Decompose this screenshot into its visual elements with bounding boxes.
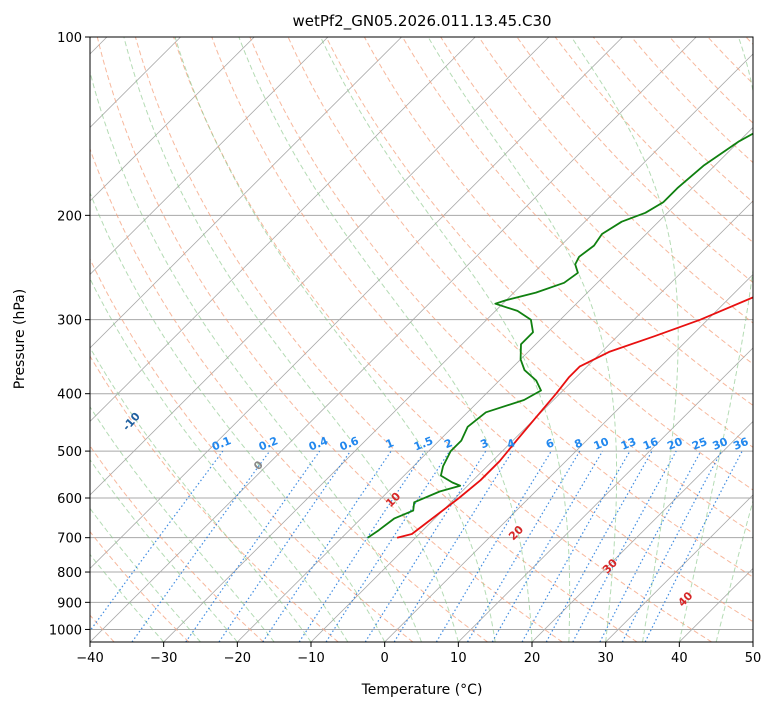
mixing-ratio-label: 10: [592, 435, 611, 453]
x-tick-label: 0: [381, 651, 389, 666]
mixing-ratio-label: 2: [442, 436, 454, 451]
mixing-ratio-label: 1: [384, 436, 396, 451]
y-axis-label: Pressure (hPa): [12, 289, 28, 389]
axis-layer: −40 −30 −20 −10 0 10 20 30 40 50 100 200 300 400 500 60…: [49, 31, 761, 666]
dry-adiabat-line: [325, 37, 753, 491]
isotherm-line: [531, 420, 753, 642]
moist-adiabat-line: [427, 37, 618, 642]
dry-adiabat-line: [592, 37, 753, 203]
mixing-ratio-label: 20: [665, 435, 684, 453]
dry-adiabat-line: [249, 37, 753, 578]
moist-adiabat-line: [715, 498, 753, 642]
dry-adiabat-line: [363, 37, 753, 448]
x-tick-label: −30: [150, 651, 177, 666]
mixing-ratio-label: 30: [711, 435, 730, 453]
mixing-ratio-line: [521, 450, 631, 642]
moist-adiabat-line: [570, 37, 679, 642]
isotherm-line: [90, 37, 550, 496]
isotherm-line: [237, 126, 753, 642]
x-tick-label: −20: [224, 651, 251, 666]
mixing-ratio-label: 16: [641, 435, 660, 453]
moist-adiabat-line: [90, 458, 238, 642]
isotherm-line: [90, 37, 476, 423]
dewpoint-profile-line: [367, 132, 753, 539]
dry-adiabat-line: [173, 37, 712, 642]
x-axis-label: Temperature (°C): [361, 682, 483, 698]
dry-adiabat-line: [90, 147, 488, 642]
y-tick-label: 700: [57, 532, 82, 547]
y-tick-label: 900: [57, 596, 82, 611]
dry-adiabat-line: [478, 37, 753, 324]
temperature-profile-line: [396, 296, 753, 539]
grid-layer: [90, 37, 753, 642]
isotherm-line: [90, 37, 697, 642]
y-tick-label: 100: [57, 31, 82, 46]
mixing-ratio-line: [393, 450, 513, 642]
x-tick-label: 40: [671, 651, 688, 666]
dry-adiabat-line: [90, 530, 190, 642]
mixing-ratio-label: 8: [573, 436, 585, 451]
mixing-ratio-label: 13: [619, 435, 638, 453]
y-tick-label: 200: [57, 209, 82, 224]
dry-adiabat-line: [516, 37, 753, 284]
y-tick-label: 1000: [49, 623, 82, 638]
moist-adiabat-line: [320, 37, 571, 642]
dry-adiabat-line: [90, 258, 414, 642]
moist-adiabat-line: [90, 277, 349, 642]
isotherm-line: [90, 37, 329, 275]
y-tick-label: 600: [57, 492, 82, 507]
y-tick-label: 300: [57, 314, 82, 329]
y-tick-label: 500: [57, 445, 82, 460]
mixing-ratio-line: [491, 450, 604, 642]
moist-adiabat-line: [678, 37, 753, 642]
dry-adiabat-line: [287, 37, 753, 534]
mixing-ratio-line: [364, 450, 487, 642]
y-tick-label: 800: [57, 566, 82, 581]
plot-frame: [89, 36, 754, 643]
dry-adiabat-line: [402, 37, 753, 406]
moist-adiabat-line: [123, 37, 459, 642]
dry-adiabat-line: [211, 37, 753, 623]
chart-title: wetPf2_GN05.2026.011.13.45.C30: [292, 12, 551, 31]
x-tick-label: 50: [745, 651, 762, 666]
isotherm-line: [90, 37, 255, 202]
isotherm-line: [90, 37, 402, 349]
moist-adiabat-line: [90, 191, 386, 642]
x-tick-label: 30: [597, 651, 614, 666]
mixing-ratio-line: [218, 450, 351, 642]
x-tick-label: −10: [297, 651, 324, 666]
mixing-ratio-line: [325, 450, 451, 642]
curve-layer: [367, 132, 753, 539]
mixing-ratio-line: [131, 450, 271, 642]
moist-adiabat-line: [90, 346, 312, 642]
moist-adiabat-line: [238, 37, 533, 642]
x-tick-label: 10: [450, 651, 467, 666]
mixing-ratio-label: 3: [479, 436, 491, 451]
x-tick-label: 20: [524, 651, 541, 666]
isotherm-line: [384, 273, 753, 642]
isotherm-line: [163, 53, 753, 642]
mixing-ratio-line: [185, 450, 321, 642]
mixing-ratio-line: [545, 450, 653, 642]
dry-adiabat-line: [96, 37, 563, 642]
mixing-ratio-label: 25: [690, 435, 709, 453]
moist-adiabat-line: [174, 37, 496, 642]
mixing-ratio-line: [572, 450, 677, 642]
y-tick-label: 400: [57, 388, 82, 403]
mixing-ratio-line: [466, 450, 581, 642]
mixing-ratio-line: [435, 450, 552, 642]
mixing-ratio-label: 36: [731, 435, 750, 453]
isotherm-line: [605, 494, 753, 642]
dry-adiabat-line: [134, 37, 638, 642]
x-tick-label: −40: [76, 651, 103, 666]
isotherm-line: [458, 347, 753, 642]
moist-adiabat-line: [90, 405, 275, 642]
isotherm-line: [90, 37, 623, 570]
